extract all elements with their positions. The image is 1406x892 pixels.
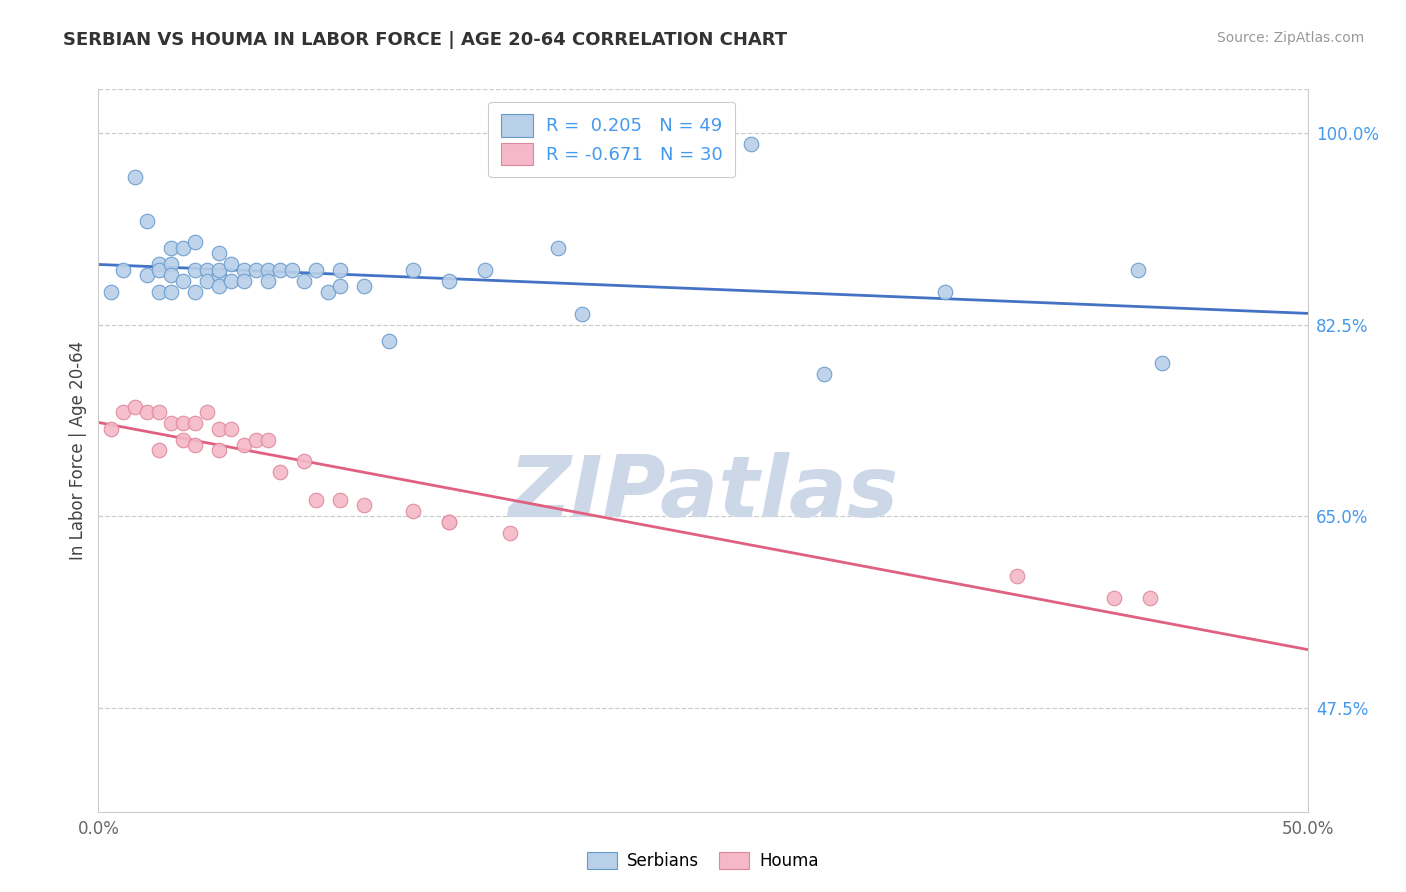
Point: [474, 262, 496, 277]
Point: [148, 285, 170, 299]
Point: [160, 285, 183, 299]
Point: [934, 285, 956, 299]
Point: [184, 262, 207, 277]
Point: [316, 285, 339, 299]
Point: [148, 405, 170, 419]
Point: [208, 443, 231, 458]
Point: [195, 405, 218, 419]
Point: [437, 515, 460, 529]
Point: [1128, 262, 1150, 277]
Point: [437, 274, 460, 288]
Point: [402, 503, 425, 517]
Point: [221, 257, 243, 271]
Point: [208, 246, 231, 260]
Point: [269, 262, 291, 277]
Point: [402, 262, 425, 277]
Point: [329, 262, 352, 277]
Point: [232, 262, 254, 277]
Point: [148, 443, 170, 458]
Point: [221, 274, 243, 288]
Point: [245, 262, 267, 277]
Point: [172, 241, 194, 255]
Point: [813, 367, 835, 381]
Point: [329, 279, 352, 293]
Point: [184, 235, 207, 250]
Point: [292, 274, 315, 288]
Point: [100, 421, 122, 435]
Point: [100, 285, 122, 299]
Point: [160, 416, 183, 430]
Y-axis label: In Labor Force | Age 20-64: In Labor Force | Age 20-64: [69, 341, 87, 560]
Point: [148, 257, 170, 271]
Point: [245, 433, 267, 447]
Point: [184, 438, 207, 452]
Point: [256, 274, 278, 288]
Point: [498, 525, 520, 540]
Point: [111, 262, 134, 277]
Point: [124, 400, 146, 414]
Point: [184, 416, 207, 430]
Point: [135, 268, 157, 283]
Point: [353, 279, 375, 293]
Point: [160, 268, 183, 283]
Point: [1102, 591, 1125, 606]
Point: [135, 213, 157, 227]
Legend: Serbians, Houma: Serbians, Houma: [581, 845, 825, 877]
Point: [292, 454, 315, 468]
Point: [172, 433, 194, 447]
Point: [329, 492, 352, 507]
Text: Source: ZipAtlas.com: Source: ZipAtlas.com: [1216, 31, 1364, 45]
Point: [148, 262, 170, 277]
Point: [124, 169, 146, 184]
Text: SERBIAN VS HOUMA IN LABOR FORCE | AGE 20-64 CORRELATION CHART: SERBIAN VS HOUMA IN LABOR FORCE | AGE 20…: [63, 31, 787, 49]
Point: [232, 274, 254, 288]
Point: [232, 438, 254, 452]
Point: [208, 262, 231, 277]
Point: [195, 274, 218, 288]
Point: [377, 334, 399, 348]
Point: [208, 279, 231, 293]
Point: [172, 274, 194, 288]
Point: [547, 241, 569, 255]
Point: [1152, 356, 1174, 370]
Point: [160, 241, 183, 255]
Point: [195, 262, 218, 277]
Point: [571, 307, 593, 321]
Point: [437, 515, 460, 529]
Point: [111, 405, 134, 419]
Point: [281, 262, 304, 277]
Point: [135, 405, 157, 419]
Point: [256, 262, 278, 277]
Point: [1139, 591, 1161, 606]
Point: [269, 466, 291, 480]
Text: ZIPatlas: ZIPatlas: [508, 452, 898, 535]
Point: [221, 421, 243, 435]
Point: [305, 492, 328, 507]
Legend: R =  0.205   N = 49, R = -0.671   N = 30: R = 0.205 N = 49, R = -0.671 N = 30: [488, 102, 735, 178]
Point: [256, 433, 278, 447]
Point: [160, 257, 183, 271]
Point: [305, 262, 328, 277]
Point: [208, 421, 231, 435]
Point: [208, 268, 231, 283]
Point: [172, 416, 194, 430]
Point: [184, 285, 207, 299]
Point: [353, 498, 375, 512]
Point: [740, 136, 762, 151]
Point: [1007, 569, 1029, 583]
